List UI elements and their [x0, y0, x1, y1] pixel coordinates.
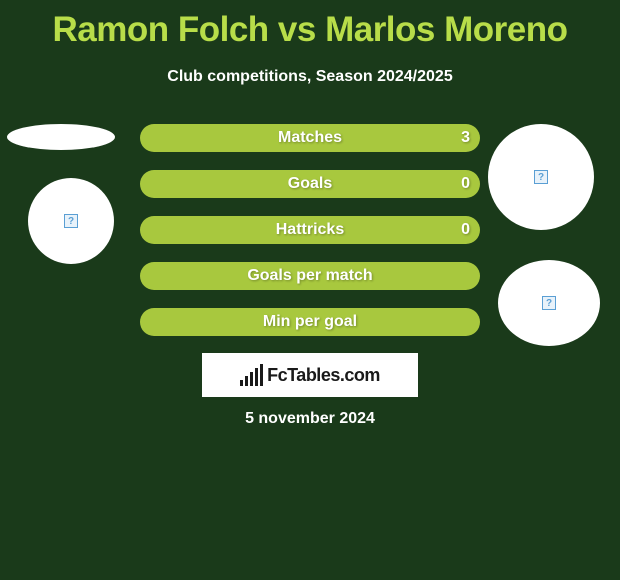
stat-value-right: 3 [461, 129, 470, 147]
placeholder-icon: ? [534, 170, 548, 184]
comparison-title: Ramon Folch vs Marlos Moreno [0, 0, 620, 50]
player-avatar-left: ? [28, 178, 114, 264]
stat-row-matches: Matches 3 [140, 124, 480, 152]
stat-row-min-per-goal: Min per goal [140, 308, 480, 336]
logo-bars-icon [240, 364, 263, 386]
stat-label: Hattricks [276, 221, 344, 239]
date-text: 5 november 2024 [0, 410, 620, 428]
source-logo: FcTables.com [202, 353, 418, 397]
player-avatar-right-bottom: ? [498, 260, 600, 346]
stat-row-goals: Goals 0 [140, 170, 480, 198]
stat-label: Goals [288, 175, 332, 193]
stat-label: Min per goal [263, 313, 357, 331]
stat-label: Matches [278, 129, 342, 147]
stat-row-goals-per-match: Goals per match [140, 262, 480, 290]
player-avatar-right-top: ? [488, 124, 594, 230]
stat-value-right: 0 [461, 175, 470, 193]
stat-value-right: 0 [461, 221, 470, 239]
logo-text: FcTables.com [267, 365, 380, 386]
stats-container: Matches 3 Goals 0 Hattricks 0 Goals per … [140, 124, 480, 354]
season-subtitle: Club competitions, Season 2024/2025 [0, 68, 620, 86]
decoration-ellipse-left [7, 124, 115, 150]
stat-label: Goals per match [247, 267, 372, 285]
placeholder-icon: ? [64, 214, 78, 228]
stat-row-hattricks: Hattricks 0 [140, 216, 480, 244]
placeholder-icon: ? [542, 296, 556, 310]
